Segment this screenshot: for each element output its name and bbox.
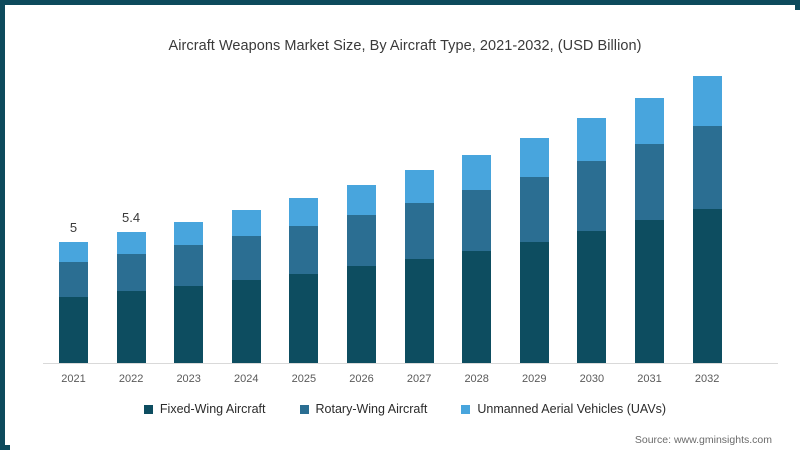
bar-segment[interactable] — [462, 190, 492, 251]
x-axis-tick-label: 2026 — [349, 373, 374, 385]
bar-group[interactable] — [289, 198, 319, 363]
x-axis-tick-label: 2029 — [522, 373, 547, 385]
bar-segment[interactable] — [116, 291, 146, 363]
bar-segment[interactable] — [347, 266, 376, 363]
bar-data-label: 5.4 — [122, 209, 141, 225]
bar-group[interactable] — [174, 221, 204, 363]
bar-segment[interactable] — [231, 279, 261, 363]
bar-group[interactable] — [577, 118, 607, 363]
bar-segment[interactable] — [577, 118, 607, 161]
bar-segment[interactable] — [116, 231, 146, 254]
bar-segment[interactable] — [59, 261, 88, 297]
x-axis-tick-label: 2021 — [61, 373, 86, 385]
x-axis-tick-label: 2028 — [464, 373, 489, 385]
legend-item[interactable]: Fixed-Wing Aircraft — [143, 402, 266, 416]
bar-segment[interactable] — [404, 170, 434, 204]
plot-area: 2021 2022 2023 2024 2025 2026 2027 2028 2029 2030… — [10, 10, 800, 385]
x-axis-line — [43, 363, 778, 364]
bar-segment[interactable] — [231, 236, 261, 280]
bar-segment[interactable] — [692, 208, 722, 363]
bar-segment[interactable] — [289, 198, 319, 227]
bar-segment[interactable] — [519, 176, 549, 242]
x-axis-tick-label: 2022 — [118, 373, 144, 385]
bar-segment[interactable] — [59, 296, 88, 363]
bar-segment[interactable] — [174, 221, 204, 246]
bar-segment[interactable] — [519, 241, 549, 363]
x-axis-tick-label: 2024 — [234, 373, 259, 385]
bar-group[interactable] — [404, 170, 434, 363]
x-axis-tick-label: 2023 — [176, 373, 201, 385]
legend-label: Unmanned Aerial Vehicles (UAVs) — [477, 402, 667, 416]
bar-segment[interactable] — [347, 215, 376, 267]
x-axis-tick-label: 2025 — [291, 373, 317, 385]
source-note: Source: www.gminsights.com — [634, 434, 772, 446]
bar-segment[interactable] — [404, 203, 434, 259]
bar-segment[interactable] — [462, 154, 492, 191]
bar-segment[interactable] — [692, 126, 722, 209]
x-axis-tick-label: 2027 — [406, 373, 432, 385]
legend-swatch-icon — [143, 404, 153, 414]
bar-group[interactable] — [635, 97, 664, 363]
chart-title: Aircraft Weapons Market Size, By Aircraf… — [168, 38, 642, 54]
bar-segment[interactable] — [289, 273, 319, 363]
chart-legend: Fixed-Wing Aircraft Rotary-Wing Aircraft U… — [10, 402, 800, 416]
legend-swatch-icon — [461, 404, 471, 414]
legend-swatch-icon — [299, 404, 309, 414]
bar-segment[interactable] — [577, 231, 607, 363]
bar-data-label: 5 — [69, 219, 78, 235]
bar-segment[interactable] — [635, 220, 664, 363]
bar-group[interactable] — [116, 231, 146, 363]
bar-group[interactable] — [231, 210, 261, 363]
bar-segment[interactable] — [404, 258, 434, 363]
bar-segment[interactable] — [577, 160, 607, 232]
x-axis-tick-label: 2032 — [694, 373, 720, 385]
legend-item[interactable]: Unmanned Aerial Vehicles (UAVs) — [461, 402, 666, 416]
bar-segment[interactable] — [231, 210, 261, 237]
legend-label: Fixed-Wing Aircraft — [159, 402, 266, 416]
x-axis-tick-label: 2031 — [637, 373, 662, 385]
bar-group[interactable] — [59, 241, 88, 363]
bar-segment[interactable] — [116, 253, 146, 292]
bar-group[interactable] — [519, 137, 549, 363]
bar-segment[interactable] — [519, 137, 549, 177]
bar-group[interactable] — [692, 75, 722, 363]
bar-group[interactable] — [462, 154, 492, 363]
bar-group[interactable] — [347, 184, 376, 363]
bar-segment[interactable] — [174, 285, 204, 363]
bar-segment[interactable] — [174, 245, 204, 286]
bar-segment[interactable] — [692, 75, 722, 127]
bar-segment[interactable] — [347, 184, 376, 216]
x-axis-tick-label: 2030 — [579, 373, 605, 385]
legend-label: Rotary-Wing Aircraft — [315, 402, 428, 416]
bar-segment[interactable] — [635, 143, 664, 221]
bar-segment[interactable] — [289, 226, 319, 274]
chart-canvas: Aircraft Weapons Market Size, By Aircraf… — [10, 10, 800, 450]
bar-segment[interactable] — [59, 241, 88, 262]
bar-segment[interactable] — [462, 250, 492, 363]
legend-item[interactable]: Rotary-Wing Aircraft — [299, 402, 428, 416]
bar-segment[interactable] — [635, 97, 664, 144]
